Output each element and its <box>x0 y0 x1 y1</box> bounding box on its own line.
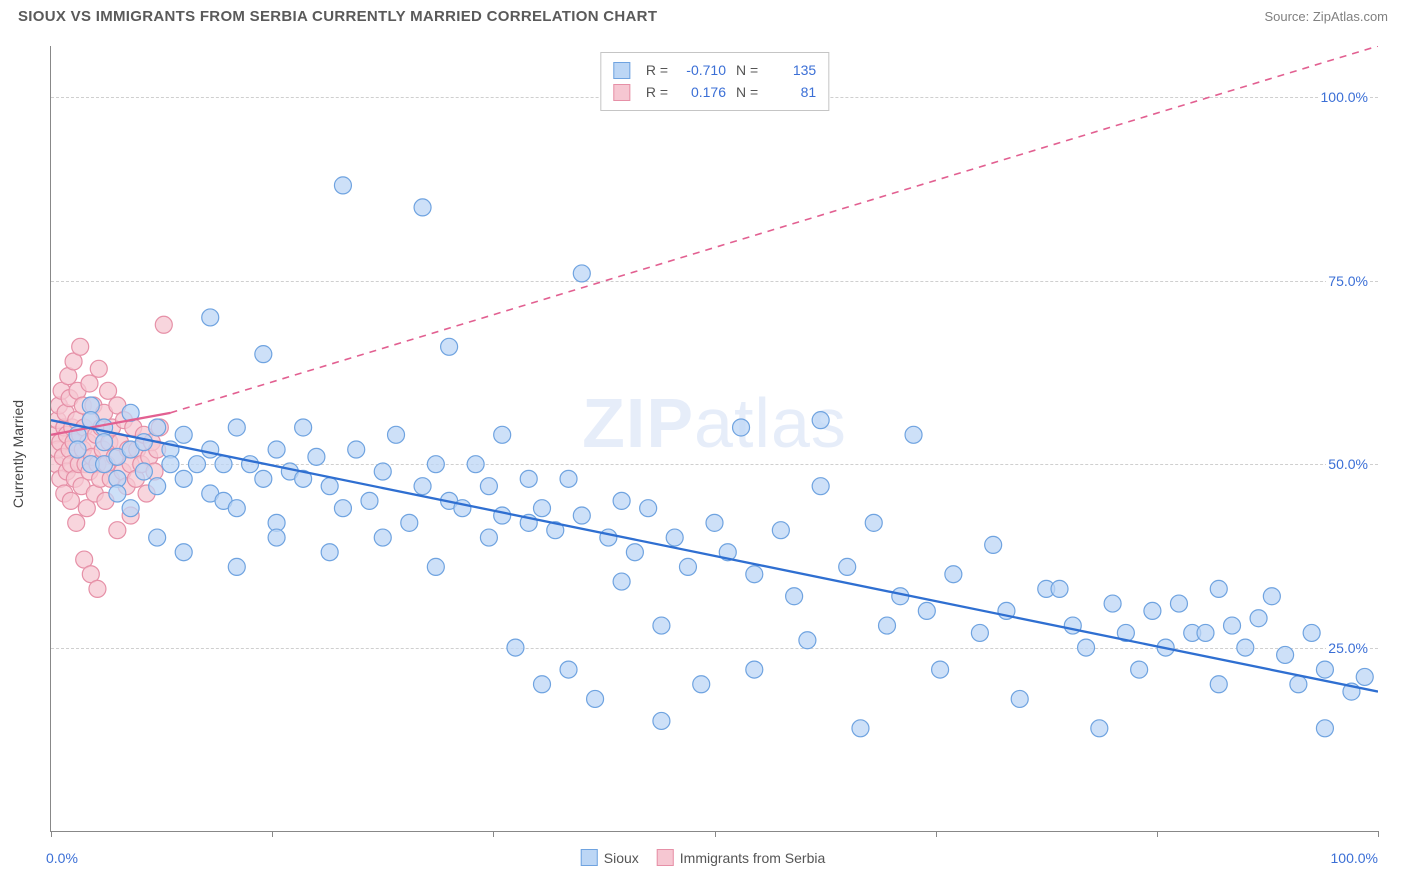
legend-item: Sioux <box>581 849 639 866</box>
stats-n-value: 81 <box>768 81 816 103</box>
x-tick <box>51 831 52 837</box>
x-tick <box>936 831 937 837</box>
x-axis-max-label: 100.0% <box>1331 850 1378 866</box>
x-tick <box>1378 831 1379 837</box>
plot-svg <box>51 46 1378 831</box>
stats-row: R = 0.176 N = 81 <box>613 81 816 103</box>
swatch-blue <box>613 62 630 79</box>
x-tick <box>493 831 494 837</box>
stats-label-n: N = <box>736 81 758 103</box>
stats-r-value: -0.710 <box>678 59 726 81</box>
series-legend: Sioux Immigrants from Serbia <box>581 849 826 866</box>
x-tick <box>272 831 273 837</box>
plot-area: ZIPatlas R = -0.710 N = 135 R = 0.176 N … <box>50 46 1378 832</box>
stats-row: R = -0.710 N = 135 <box>613 59 816 81</box>
legend-label: Sioux <box>604 850 639 866</box>
correlation-stats-box: R = -0.710 N = 135 R = 0.176 N = 81 <box>600 52 829 111</box>
legend-item: Immigrants from Serbia <box>657 849 825 866</box>
stats-r-value: 0.176 <box>678 81 726 103</box>
source-attribution: Source: ZipAtlas.com <box>1264 9 1388 24</box>
stats-label-r: R = <box>646 81 668 103</box>
stats-label-r: R = <box>646 59 668 81</box>
swatch-pink <box>613 84 630 101</box>
chart-container: Currently Married ZIPatlas R = -0.710 N … <box>18 36 1388 872</box>
x-tick <box>1157 831 1158 837</box>
stats-label-n: N = <box>736 59 758 81</box>
header: SIOUX VS IMMIGRANTS FROM SERBIA CURRENTL… <box>0 0 1406 29</box>
x-tick <box>715 831 716 837</box>
swatch-blue <box>581 849 598 866</box>
stats-n-value: 135 <box>768 59 816 81</box>
x-axis-min-label: 0.0% <box>46 850 78 866</box>
chart-title: SIOUX VS IMMIGRANTS FROM SERBIA CURRENTL… <box>18 8 657 25</box>
legend-label: Immigrants from Serbia <box>680 850 825 866</box>
swatch-pink <box>657 849 674 866</box>
y-axis-title: Currently Married <box>10 400 26 508</box>
